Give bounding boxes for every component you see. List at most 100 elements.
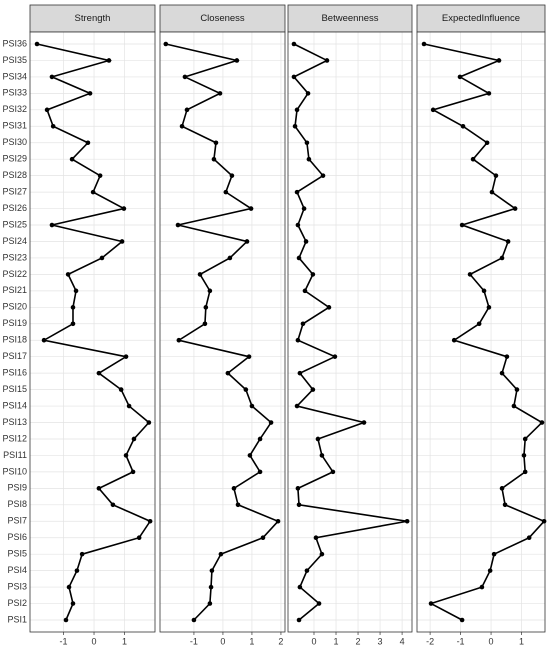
point	[74, 568, 80, 573]
point	[275, 518, 281, 524]
point	[213, 140, 219, 146]
strip	[287, 4, 413, 33]
point	[459, 617, 465, 623]
strip	[159, 4, 286, 33]
point	[295, 222, 301, 228]
y-tick-label: PSI36	[2, 38, 27, 48]
panel-border	[29, 31, 156, 633]
facet-title: Strength	[75, 13, 111, 24]
point	[217, 91, 223, 96]
point	[404, 518, 410, 524]
point	[176, 337, 182, 343]
y-tick-label: PSI29	[2, 154, 27, 164]
point	[291, 41, 297, 47]
y-tick-label: PSI8	[7, 499, 27, 509]
point	[44, 107, 50, 113]
y-tick-label: PSI10	[2, 466, 27, 476]
panel-border	[287, 31, 413, 633]
point	[197, 272, 203, 277]
point	[41, 337, 47, 343]
point	[467, 272, 473, 277]
x-tick-label: -1	[60, 636, 68, 646]
x-tick-label: 0	[220, 636, 225, 646]
panel-border	[159, 31, 286, 633]
point	[539, 420, 545, 425]
line	[165, 43, 280, 621]
point	[511, 403, 517, 409]
y-tick-label: PSI2	[7, 598, 27, 608]
point	[310, 272, 316, 277]
line	[423, 43, 546, 621]
point	[300, 321, 306, 327]
point	[118, 387, 124, 392]
point	[499, 370, 505, 376]
point	[229, 173, 235, 178]
point	[296, 502, 302, 508]
y-tick-label: PSI27	[2, 186, 27, 196]
point	[476, 321, 482, 327]
point	[451, 337, 457, 343]
point	[428, 601, 434, 606]
point	[294, 189, 300, 195]
point	[203, 305, 209, 310]
line	[36, 43, 152, 621]
panel	[30, 32, 155, 632]
point	[207, 288, 213, 294]
point	[268, 420, 274, 425]
point	[260, 535, 266, 541]
point	[303, 239, 309, 244]
point	[330, 469, 336, 475]
point	[297, 584, 303, 590]
point	[244, 239, 250, 244]
y-tick-label: PSI30	[2, 137, 27, 147]
point	[502, 502, 508, 508]
point	[296, 617, 302, 623]
point	[310, 387, 316, 392]
point	[499, 255, 505, 261]
y-tick-label: PSI33	[2, 88, 27, 98]
point	[493, 173, 499, 178]
y-tick-label: PSI21	[2, 285, 27, 295]
point	[227, 255, 233, 261]
point	[305, 91, 311, 96]
point	[457, 74, 463, 80]
point	[119, 239, 125, 244]
point	[315, 436, 321, 442]
point	[522, 436, 528, 442]
y-tick-label: PSI35	[2, 55, 27, 65]
point	[70, 321, 76, 327]
x-tick-label: 2	[356, 636, 361, 646]
y-tick-label: PSI3	[7, 581, 27, 591]
y-tick-label: PSI25	[2, 219, 27, 229]
point	[163, 41, 169, 47]
y-tick-label: PSI22	[2, 269, 27, 279]
point	[130, 469, 136, 475]
point	[294, 107, 300, 113]
point	[526, 535, 532, 541]
y-tick-label: PSI12	[2, 433, 27, 443]
point	[225, 370, 231, 376]
y-tick-label: PSI20	[2, 302, 27, 312]
point	[487, 568, 493, 573]
x-tick-label: 1	[122, 636, 127, 646]
point	[106, 58, 112, 63]
facet-title: Closeness	[200, 13, 245, 24]
point	[514, 387, 520, 392]
y-tick-label: PSI28	[2, 170, 27, 180]
point	[326, 305, 332, 310]
point	[459, 222, 465, 228]
point	[247, 453, 253, 458]
y-tick-label: PSI7	[7, 516, 27, 526]
point	[486, 305, 492, 310]
point	[243, 387, 249, 392]
line	[292, 43, 408, 621]
facet-title: Betweenness	[321, 13, 378, 24]
point	[304, 140, 310, 146]
point	[481, 288, 487, 294]
strip	[29, 4, 156, 33]
point	[211, 156, 217, 162]
point	[496, 58, 502, 63]
point	[207, 601, 213, 606]
point	[110, 502, 116, 508]
point	[246, 354, 252, 359]
